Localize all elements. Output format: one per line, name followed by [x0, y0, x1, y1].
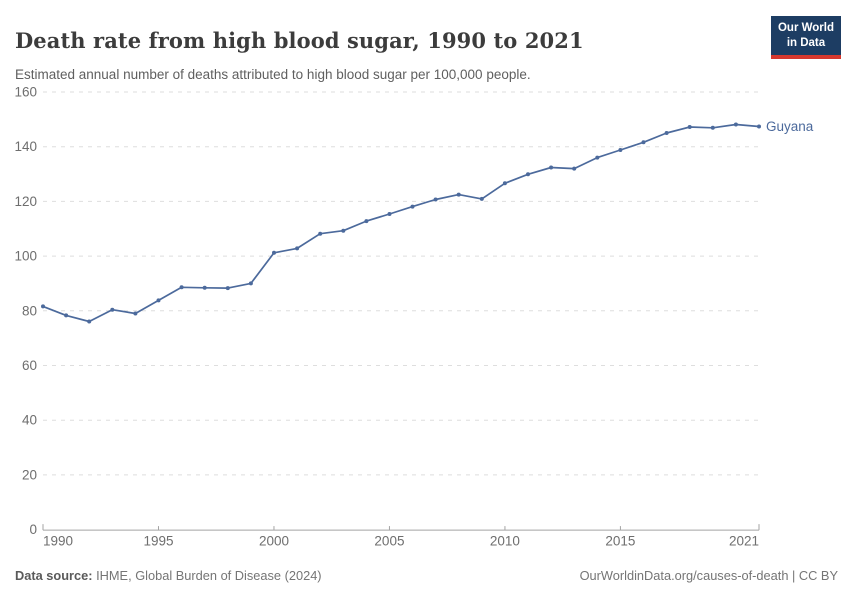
x-tick-label-2000: 2000: [259, 534, 289, 549]
data-source-text: IHME, Global Burden of Disease (2024): [96, 568, 322, 583]
guyana-point-2004: [364, 219, 369, 224]
guyana-point-2018: [687, 125, 692, 129]
owid-logo: Our World in Data: [770, 16, 841, 59]
guyana-point-2002: [318, 231, 323, 236]
guyana-point-1997: [202, 285, 207, 290]
guyana-point-2008: [456, 192, 461, 197]
guyana-point-1998: [225, 286, 230, 291]
guyana-point-1992: [87, 319, 92, 324]
y-tick-label-160: 160: [14, 85, 37, 100]
guyana-point-1995: [156, 298, 161, 303]
data-source: Data source: IHME, Global Burden of Dise…: [15, 568, 322, 583]
data-source-label: Data source:: [15, 568, 93, 583]
y-tick-label-60: 60: [22, 358, 37, 373]
chart-footer: Data source: IHME, Global Burden of Dise…: [15, 568, 838, 583]
guyana-point-2019: [710, 125, 715, 130]
guyana-trend-line: [42, 123, 760, 323]
guyana-point-1994: [133, 311, 138, 316]
page-title: Death rate from high blood sugar, 1990 t…: [15, 28, 584, 54]
guyana-point-1993: [110, 307, 115, 312]
guyana-point-1999: [248, 281, 253, 286]
x-tick-label-1995: 1995: [143, 534, 173, 549]
x-tick-label-2005: 2005: [374, 534, 404, 549]
x-tick-label-2010: 2010: [490, 534, 520, 549]
guyana-point-2005: [387, 212, 392, 216]
guyana-point-2000: [272, 250, 276, 255]
guyana-point-2006: [410, 204, 415, 209]
guyana-point-1991: [64, 313, 69, 318]
y-tick-label-80: 80: [22, 303, 37, 318]
license-link[interactable]: OurWorldinData.org/causes-of-death | CC …: [579, 568, 838, 583]
guyana-point-2013: [572, 166, 577, 171]
guyana-point-1990: [41, 304, 45, 309]
guyana-point-2010: [502, 181, 507, 186]
chart-subtitle: Estimated annual number of deaths attrib…: [15, 66, 531, 82]
owid-logo-line2: in Data: [786, 36, 826, 49]
y-tick-label-100: 100: [14, 249, 37, 264]
x-tick-label-2015: 2015: [605, 534, 635, 549]
y-tick-label-140: 140: [14, 139, 37, 154]
guyana-point-2020: [733, 122, 738, 127]
guyana-point-2017: [664, 131, 669, 135]
guyana-point-2015: [618, 148, 623, 152]
guyana-point-1996: [179, 285, 184, 290]
guyana-point-2021: [757, 124, 761, 129]
guyana-point-2014: [595, 155, 600, 160]
guyana-point-2012: [549, 165, 554, 170]
guyana-point-2007: [433, 197, 438, 202]
series-label-guyana[interactable]: Guyana: [766, 119, 814, 134]
guyana-point-2001: [295, 246, 300, 251]
y-tick-label-40: 40: [22, 413, 37, 428]
guyana-point-2009: [479, 196, 484, 201]
x-tick-label-2021: 2021: [729, 534, 759, 549]
y-tick-label-120: 120: [14, 194, 37, 209]
y-tick-label-20: 20: [22, 467, 37, 482]
guyana-point-2016: [641, 140, 646, 145]
x-tick-label-1990: 1990: [43, 534, 73, 549]
owid-logo-line1: Our World: [777, 22, 834, 34]
y-tick-label-0: 0: [29, 522, 37, 537]
guyana-point-2011: [526, 172, 530, 177]
guyana-point-2003: [341, 228, 346, 233]
